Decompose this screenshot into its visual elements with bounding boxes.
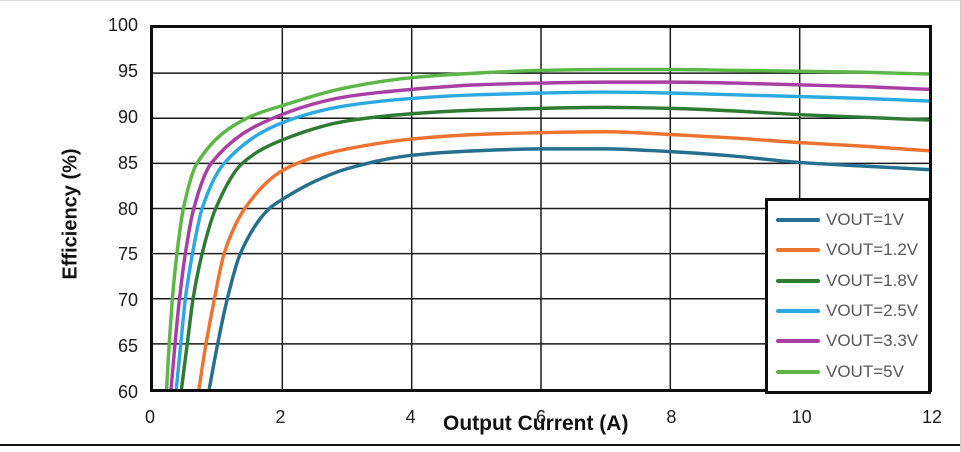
legend-line-swatch-icon (776, 309, 820, 314)
y-tick-label-70: 70 (117, 290, 138, 311)
x-tick-label-12: 12 (921, 407, 943, 427)
y-tick-label-90: 90 (117, 106, 138, 127)
x-tick-label-10: 10 (791, 407, 812, 427)
y-tick-label-75: 75 (117, 244, 138, 265)
y-tick-label-85: 85 (117, 152, 138, 173)
y-axis-title: Efficiency (%) (59, 148, 82, 280)
y-tick-label-100: 100 (107, 15, 138, 35)
legend-item-vout-3.3v: VOUT=3.3V (776, 331, 922, 351)
legend-line-swatch-icon (776, 278, 820, 283)
x-axis-title: Output Current (A) (443, 412, 629, 435)
series-line-vout-2.5v (174, 90, 929, 389)
legend-item-vout-1v: VOUT=1V (776, 210, 922, 230)
legend-label: VOUT=1V (826, 210, 904, 230)
series-line-vout-5v (164, 67, 929, 389)
legend-label: VOUT=1.2V (826, 240, 919, 260)
chart-canvas (153, 28, 929, 389)
legend-line-swatch-icon (776, 339, 820, 344)
series-line-vout-1.2v (197, 130, 929, 389)
legend-label: VOUT=2.5V (826, 301, 919, 321)
series-line-vout-1v (207, 147, 929, 389)
legend-line-swatch-icon (776, 248, 820, 253)
y-tick-label-80: 80 (117, 198, 138, 219)
legend-item-vout-1.2v: VOUT=1.2V (776, 240, 922, 260)
legend-item-vout-1.8v: VOUT=1.8V (776, 271, 922, 291)
legend-label: VOUT=5V (826, 361, 904, 381)
series-line-vout-3.3v (169, 80, 929, 389)
x-tick-label-0: 0 (144, 407, 155, 427)
y-tick-label-65: 65 (117, 336, 138, 357)
chart-legend: VOUT=1V VOUT=1.2V VOUT=1.8V VOUT=2.5V VOUT=3… (765, 198, 931, 394)
legend-item-vout-5v: VOUT=5V (776, 362, 922, 382)
series-line-vout-1.8v (179, 105, 929, 389)
legend-line-swatch-icon (776, 369, 820, 374)
y-tick-label-95: 95 (117, 60, 138, 81)
x-tick-label-2: 2 (275, 407, 286, 427)
bottom-divider-line (0, 444, 960, 446)
legend-label: VOUT=3.3V (826, 331, 919, 351)
legend-line-swatch-icon (776, 218, 820, 223)
x-tick-label-6: 6 (535, 407, 546, 427)
x-tick-label-8: 8 (666, 407, 677, 427)
y-tick-label-60: 60 (117, 382, 138, 402)
legend-item-vout-2.5v: VOUT=2.5V (776, 301, 922, 321)
x-tick-label-4: 4 (405, 407, 416, 427)
legend-label: VOUT=1.8V (826, 270, 919, 290)
